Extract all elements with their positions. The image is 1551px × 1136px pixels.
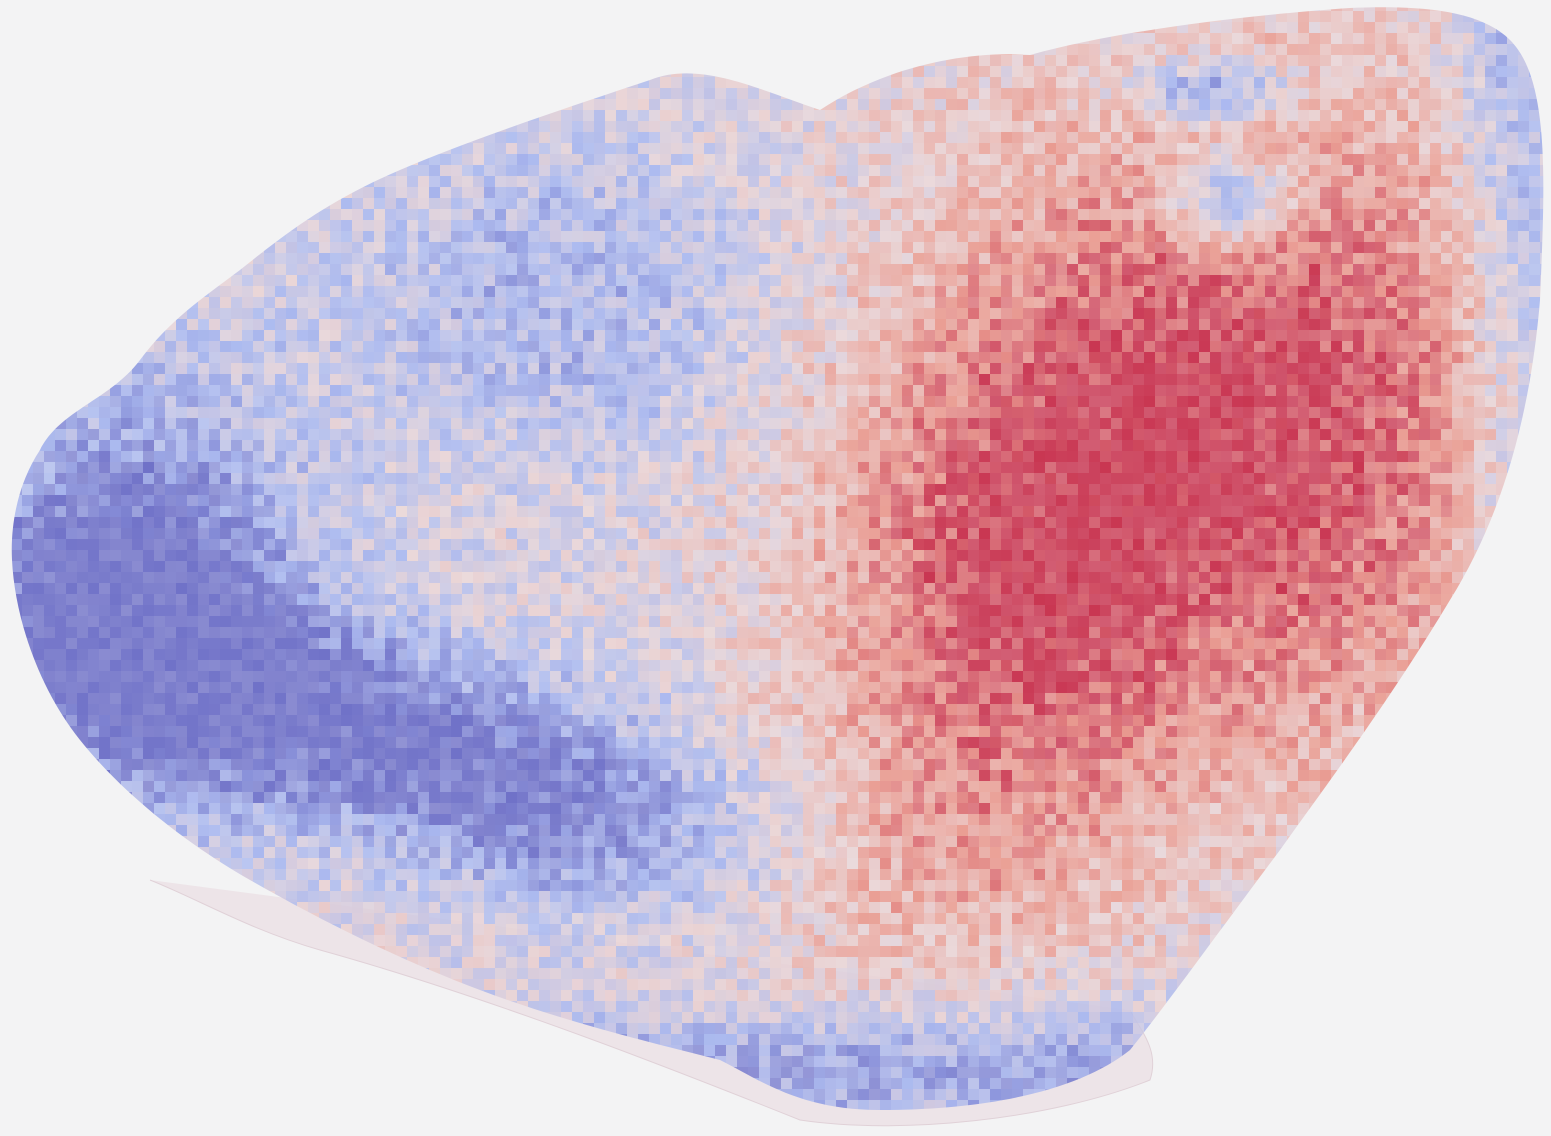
heatmap-cells	[11, 7, 1544, 1111]
tissue-heatmap-viewer[interactable]	[0, 0, 1551, 1136]
tissue-heatmap-image	[11, 7, 1544, 1127]
